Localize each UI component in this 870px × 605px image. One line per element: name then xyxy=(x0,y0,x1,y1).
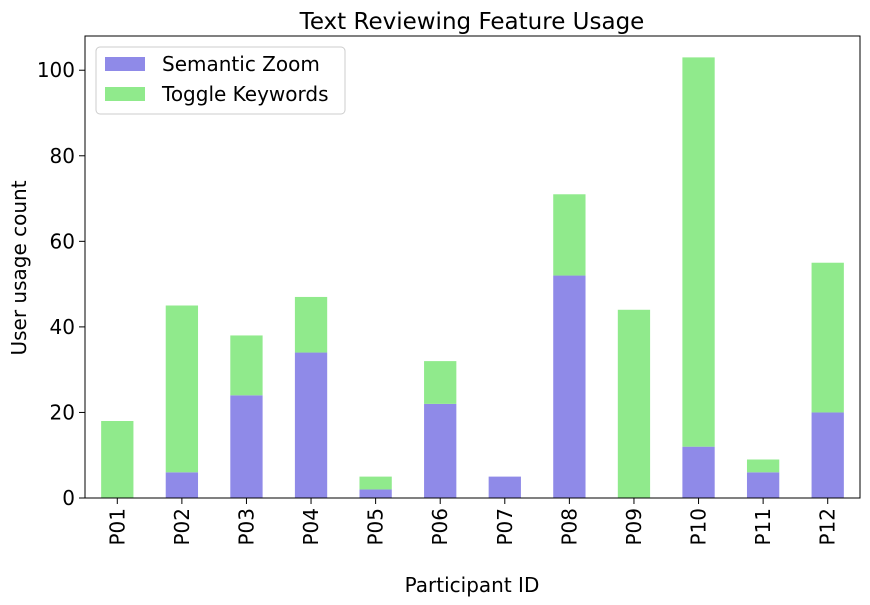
x-axis: P01 P02 P03 P04 P05 P06 P07 P08 P09 P10 P11 P12 xyxy=(105,498,840,546)
bar-p09-series-2 xyxy=(617,309,651,498)
bar-p08-series-2 xyxy=(553,194,586,276)
x-tick-label: P03 xyxy=(234,508,258,546)
bar-p08-series-1 xyxy=(553,275,586,498)
y-tick-label: 40 xyxy=(50,315,75,339)
bar-p03-series-1 xyxy=(230,395,263,498)
x-tick-label: P01 xyxy=(105,508,129,546)
legend-swatch-1 xyxy=(105,57,145,71)
x-axis-label: Participant ID xyxy=(405,573,540,597)
plot-frame xyxy=(84,35,861,499)
bar-p10-series-2 xyxy=(682,57,715,447)
legend-swatch-2 xyxy=(105,87,145,101)
bar-p05-series-1 xyxy=(359,489,392,498)
y-tick-label: 20 xyxy=(50,400,75,424)
x-tick-label: P12 xyxy=(816,508,840,546)
legend-label-2: Toggle Keywords xyxy=(161,82,329,106)
y-tick-label: 100 xyxy=(37,58,75,82)
bar-p06-series-2 xyxy=(424,361,457,404)
y-axis: 0 20 40 60 80 100 xyxy=(37,58,85,510)
y-axis-label: User usage count xyxy=(7,180,31,355)
bar-p03-series-2 xyxy=(230,335,263,396)
bar-p04-series-1 xyxy=(294,352,328,498)
x-tick-label: P11 xyxy=(751,508,775,546)
bar-p02-series-1 xyxy=(165,472,199,498)
bar-p11-series-1 xyxy=(746,472,780,498)
y-tick-label: 60 xyxy=(50,229,75,253)
x-tick-label: P07 xyxy=(493,508,517,546)
x-tick-label: P06 xyxy=(428,508,452,546)
bar-p12-series-1 xyxy=(811,412,844,498)
y-tick-label: 0 xyxy=(62,486,75,510)
bars-group xyxy=(101,57,844,498)
x-tick-label: P04 xyxy=(299,508,323,546)
bar-p06-series-1 xyxy=(424,403,457,498)
x-tick-label: P10 xyxy=(687,508,711,546)
bar-p01-series-2 xyxy=(101,421,134,498)
legend-label-1: Semantic Zoom xyxy=(162,52,320,76)
x-tick-label: P02 xyxy=(170,508,194,546)
bar-p12-series-2 xyxy=(811,262,844,413)
bar-p10-series-1 xyxy=(682,446,715,498)
x-tick-label: P05 xyxy=(364,508,388,546)
bar-p05-series-2 xyxy=(359,476,392,490)
y-tick-label: 80 xyxy=(50,144,75,168)
x-tick-label: P09 xyxy=(622,508,646,546)
bar-p07-series-1 xyxy=(488,476,521,498)
legend-frame xyxy=(95,46,346,115)
bar-p04-series-2 xyxy=(294,296,328,353)
bar-p11-series-2 xyxy=(746,459,780,473)
x-tick-label: P08 xyxy=(557,508,581,546)
bar-p02-series-2 xyxy=(165,305,199,473)
chart-title: Text Reviewing Feature Usage xyxy=(299,9,645,35)
legend: Semantic Zoom Toggle Keywords xyxy=(95,46,346,115)
